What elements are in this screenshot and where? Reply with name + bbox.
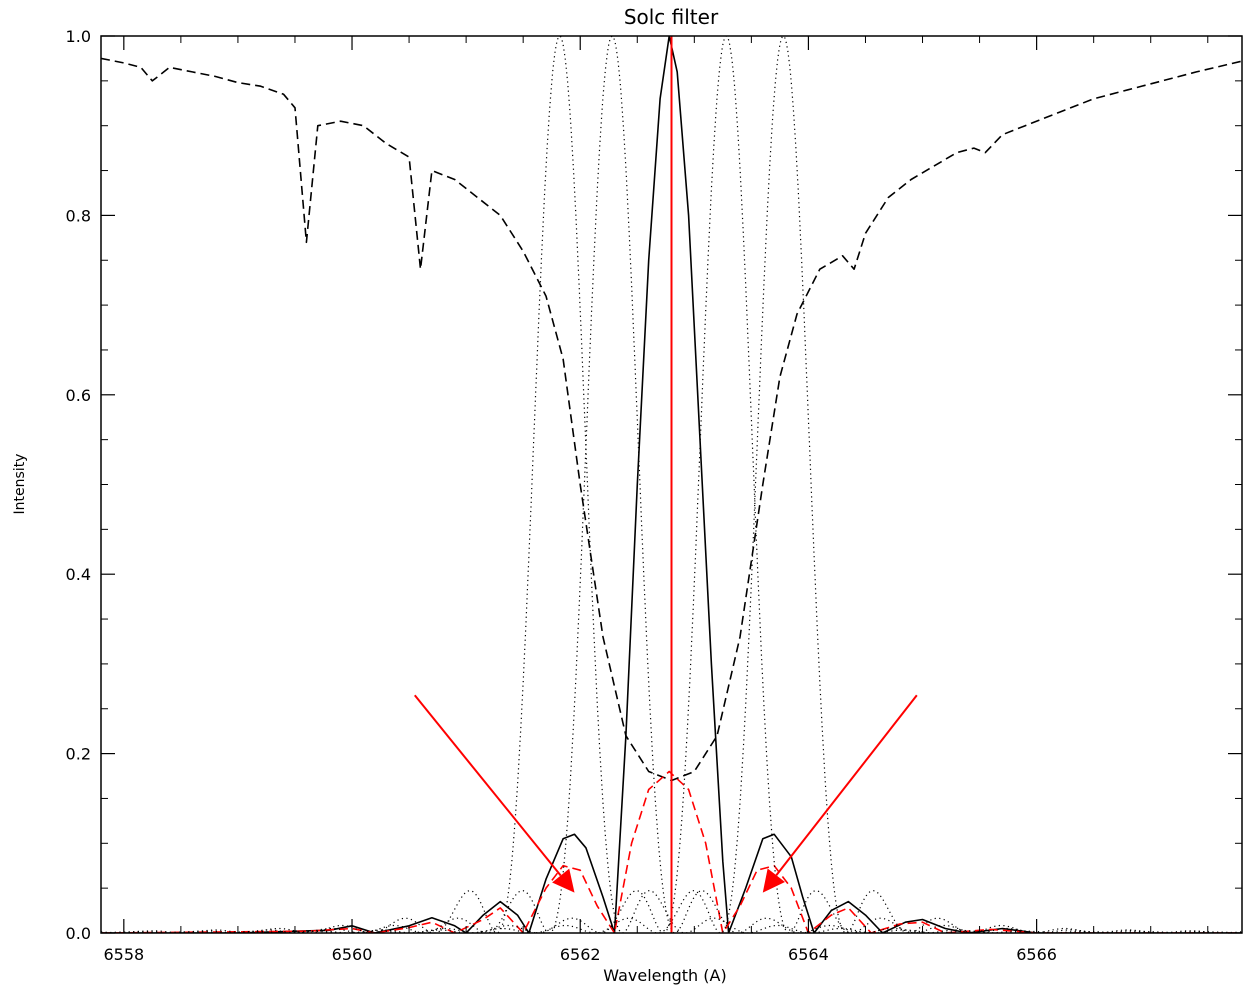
series-2-line (101, 770, 1242, 933)
series-0-line (101, 57, 1242, 782)
y-tick-label: 0.0 (66, 924, 91, 943)
arrow-annotation-1 (762, 694, 918, 893)
x-tick-label: 6558 (103, 945, 144, 964)
x-tick-label: 6562 (560, 945, 601, 964)
x-tick-label: 6564 (788, 945, 829, 964)
arrow-annotation-0 (413, 694, 575, 893)
x-axis-label: Wavelength (A) (603, 966, 726, 985)
y-axis-label: Intensity (12, 454, 28, 515)
y-tick-label: 0.6 (66, 386, 91, 405)
chart-title: Solc filter (624, 5, 719, 29)
y-tick-label: 0.2 (66, 745, 91, 764)
x-tick-label: 6566 (1016, 945, 1057, 964)
annotation-layer (413, 694, 918, 893)
series-layer (101, 36, 1242, 933)
x-tick-label: 6560 (332, 945, 373, 964)
series-1-line (101, 36, 1242, 933)
y-tick-label: 1.0 (66, 27, 91, 46)
y-tick-label: 0.4 (66, 565, 91, 584)
tick-layer: 6558 6560 6562 6564 6566 0.0 0.2 0.4 0.6 0.8 1.0 (66, 27, 1242, 964)
y-tick-label: 0.8 (66, 206, 91, 225)
